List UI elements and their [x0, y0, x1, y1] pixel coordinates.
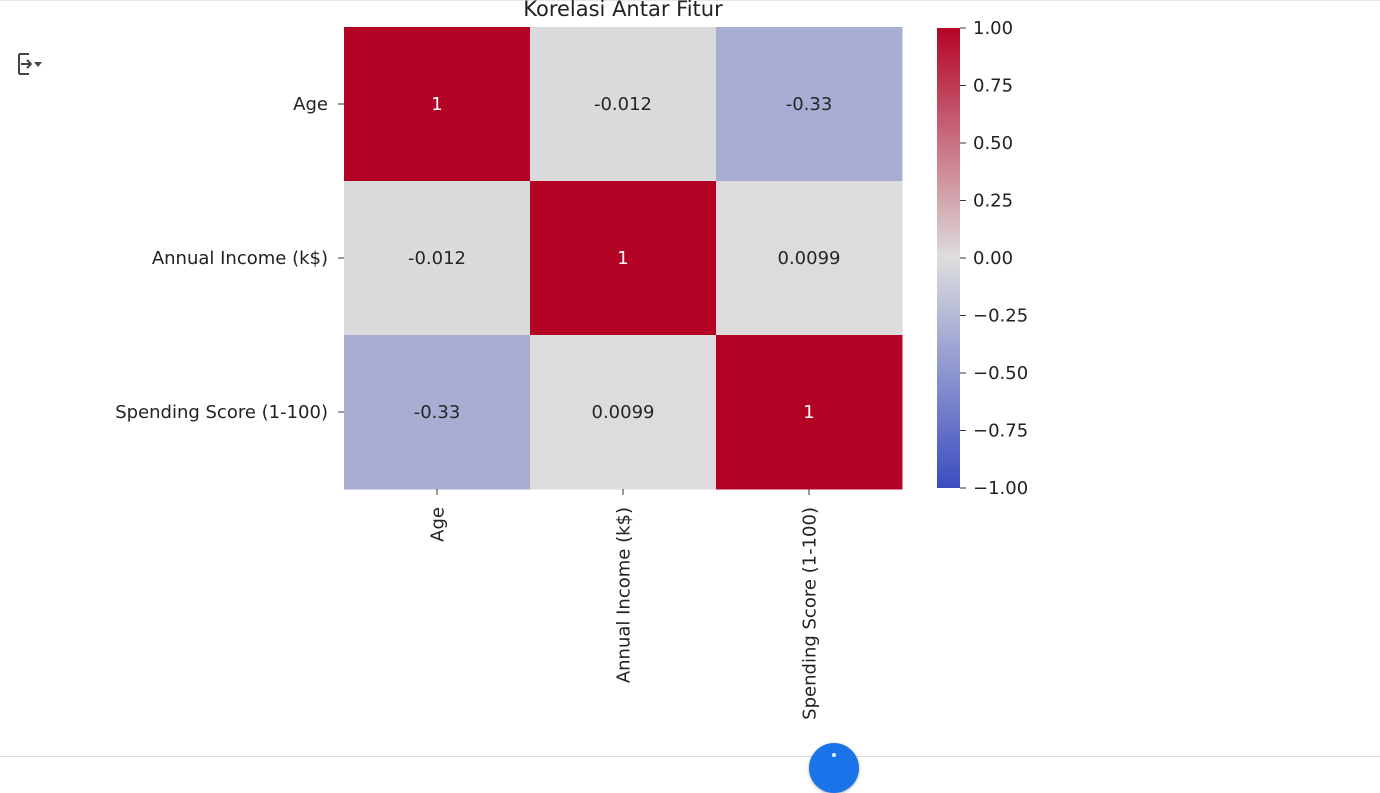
- x-tick-label: Annual Income (k$): [613, 507, 634, 683]
- colorbar: [937, 28, 960, 488]
- cell-value-label: 1: [617, 248, 628, 269]
- heatmap-cell: [530, 335, 717, 490]
- colorbar-tick-label: −0.50: [973, 363, 1028, 384]
- colorbar-tick-label: 0.50: [973, 133, 1013, 154]
- cell-value-label: 1: [803, 402, 814, 423]
- output-toggle-button[interactable]: [14, 52, 44, 80]
- cell-value-label: 0.0099: [592, 402, 655, 423]
- heatmap-cell: [716, 181, 903, 336]
- cell-top-border: [0, 0, 1380, 1]
- correlation-heatmap: Korelasi Antar Fitur 1 -0.012 -0.33 -0.012 1 0…: [115, 0, 1028, 720]
- heatmap-cell: [716, 335, 903, 490]
- colorbar-tick-label: −0.25: [973, 306, 1028, 327]
- x-tick-label: Age: [427, 507, 448, 542]
- colorbar-tick-label: 0.75: [973, 76, 1013, 97]
- heatmap-cell: [530, 181, 717, 336]
- cell-value-label: 1: [431, 94, 442, 115]
- colorbar-tick-label: 1.00: [973, 18, 1013, 39]
- cell-value-label: -0.33: [414, 402, 461, 423]
- cell-value-label: -0.012: [408, 248, 466, 269]
- y-tick-label: Age: [293, 94, 328, 115]
- cell-value-label: -0.012: [594, 94, 652, 115]
- floating-action-button[interactable]: [809, 743, 859, 793]
- cell-value-label: 0.0099: [778, 248, 841, 269]
- cell-bottom-border: [0, 756, 1380, 757]
- x-tick-label: Spending Score (1-100): [799, 507, 820, 720]
- cell-value-label: -0.33: [786, 94, 833, 115]
- chart-title: Korelasi Antar Fitur: [523, 0, 723, 21]
- y-tick-label: Annual Income (k$): [152, 248, 328, 269]
- heatmap-cell: [530, 27, 717, 182]
- heatmap-cell: [344, 27, 531, 182]
- fab-icon: [832, 753, 836, 757]
- colorbar-tick-label: −1.00: [973, 478, 1028, 499]
- colorbar-tick-label: 0.25: [973, 191, 1013, 212]
- heatmap-cell: [344, 335, 531, 490]
- colorbar-tick-label: 0.00: [973, 248, 1013, 269]
- colorbar-tick-label: −0.75: [973, 421, 1028, 442]
- heatmap-cell: [344, 181, 531, 336]
- output-toggle-icon: [18, 53, 42, 75]
- heatmap-cell: [716, 27, 903, 182]
- y-tick-label: Spending Score (1-100): [115, 402, 328, 423]
